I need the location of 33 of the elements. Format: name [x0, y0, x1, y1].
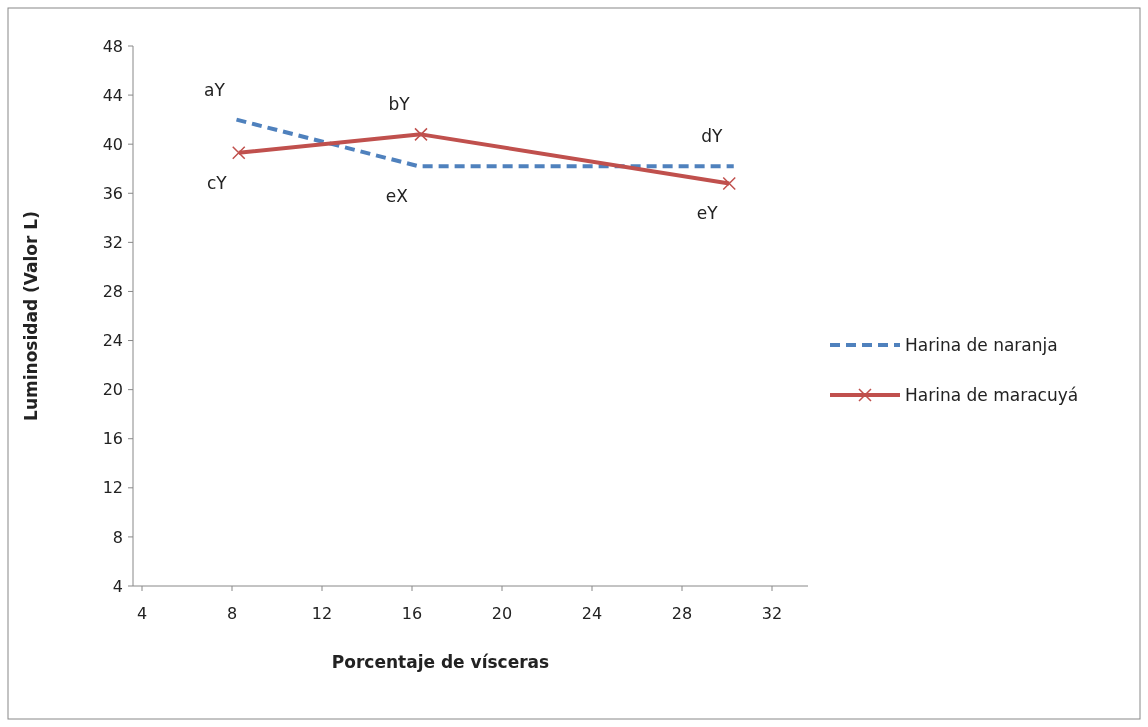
point: [722, 176, 736, 191]
y-tick-label: 32: [102, 232, 123, 252]
x-tick-label: 32: [761, 604, 783, 623]
annotation: eY: [696, 203, 719, 224]
y-axis-title: Luminosidad (Valor L): [21, 211, 41, 421]
legend-label: Harina de naranja: [905, 334, 1058, 355]
y-tick-label: 40: [102, 134, 123, 154]
y-tick-label: 44: [102, 85, 123, 105]
y-tick-label: 28: [102, 282, 123, 302]
x-tick-label: 16: [401, 604, 423, 623]
annotation: eX: [385, 186, 409, 207]
x-tick-label: 4: [136, 604, 148, 623]
point: [232, 146, 246, 160]
x-axis-title: Porcentaje de vísceras: [331, 652, 550, 672]
x-tick-label: 20: [491, 604, 513, 623]
y-tick-label: 12: [102, 478, 123, 498]
annotation: aY: [204, 79, 226, 100]
annotation: cY: [206, 172, 228, 193]
x-tick-label: 12: [311, 604, 333, 623]
x-tick-label: 8: [226, 604, 238, 623]
annotation: dY: [701, 126, 723, 147]
annotation: bY: [388, 94, 411, 115]
y-tick-label: 48: [102, 36, 123, 56]
x-tick-label: 28: [671, 604, 693, 623]
y-tick-label: 8: [112, 527, 123, 547]
y-tick-label: 16: [102, 429, 123, 449]
y-tick-label: 36: [102, 183, 123, 203]
y-tick-label: 4: [112, 576, 123, 596]
y-tick-label: 20: [102, 380, 123, 400]
point: [414, 127, 428, 142]
y-tick-label: 24: [102, 331, 123, 351]
legend-label: Harina de maracuyá: [905, 384, 1079, 405]
x-tick-label: 24: [581, 604, 603, 623]
